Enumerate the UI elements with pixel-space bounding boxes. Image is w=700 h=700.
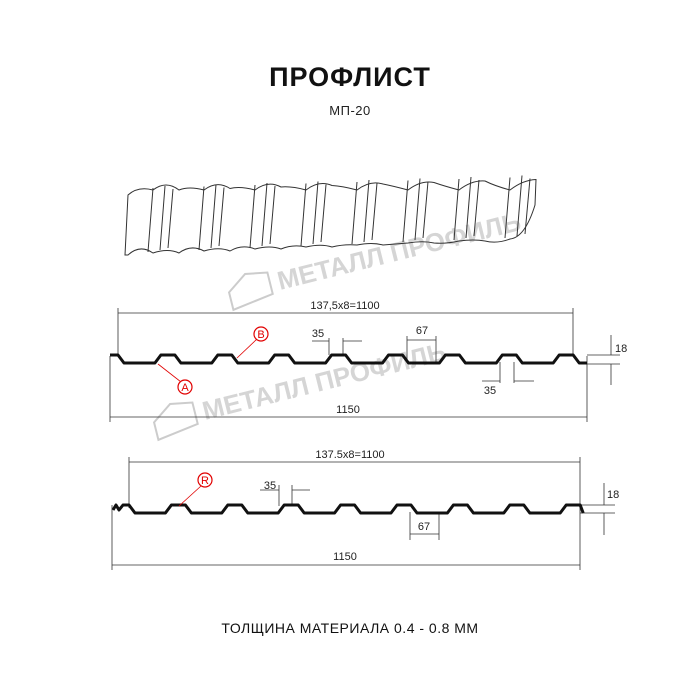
profile-a bbox=[109, 308, 620, 422]
sheet-rib-line bbox=[320, 184, 327, 243]
sheet-rib-line bbox=[363, 179, 370, 243]
marker-a-label: A bbox=[181, 382, 189, 394]
model-subtitle: МП-20 bbox=[329, 103, 371, 118]
watermark-1: МЕТАЛЛ ПРОФИЛЬ bbox=[227, 206, 524, 312]
marker-b-label: B bbox=[257, 329, 264, 341]
pitch-label: 137,5x8=1100 bbox=[310, 300, 379, 312]
top-width-label: 35 bbox=[264, 480, 276, 492]
watermark-logo-icon bbox=[227, 271, 274, 312]
sheet-rib-line bbox=[524, 178, 531, 235]
sheet-rib-line bbox=[147, 187, 154, 253]
watermark-logo-icon bbox=[152, 401, 199, 442]
sheet-rib-line bbox=[198, 186, 205, 251]
sheet-3d-view bbox=[124, 175, 537, 256]
top-width-label: 35 bbox=[312, 328, 324, 340]
sheet-rib-line bbox=[453, 178, 460, 241]
height-label: 18 bbox=[607, 489, 619, 501]
sheet-rib-line bbox=[261, 182, 268, 247]
sheet-rib-line bbox=[300, 183, 307, 247]
sheet-rib-line bbox=[269, 185, 276, 245]
total-width-label: 1150 bbox=[336, 404, 360, 416]
rib-width-label: 67 bbox=[418, 521, 430, 533]
sheet-rib-line bbox=[414, 178, 421, 241]
watermark-2: МЕТАЛЛ ПРОФИЛЬ bbox=[152, 336, 449, 442]
marker-r-label: R bbox=[201, 475, 209, 487]
sheet-rib-line bbox=[465, 176, 472, 239]
sheet-rib-line bbox=[312, 181, 319, 245]
sheet-rib-line bbox=[159, 185, 166, 251]
sheet-rib-line bbox=[504, 177, 511, 239]
sheet-rib-line bbox=[218, 187, 225, 247]
profile-r bbox=[111, 457, 615, 570]
marker-b: B bbox=[236, 326, 269, 359]
height-label: 18 bbox=[615, 343, 627, 355]
sheet-rib-line bbox=[473, 179, 480, 237]
sheet-rib-line bbox=[516, 175, 523, 237]
pitch-label: 137.5x8=1100 bbox=[315, 449, 384, 461]
sheet-rib-line bbox=[249, 184, 256, 249]
sheet-rib-line bbox=[210, 184, 217, 249]
marker-a: A bbox=[157, 363, 193, 395]
rib-width-label: 67 bbox=[416, 325, 428, 337]
marker-r: R bbox=[178, 472, 213, 507]
bottom-width-label: 35 bbox=[484, 385, 496, 397]
sheet-rib-line bbox=[422, 181, 429, 239]
total-width-label: 1150 bbox=[333, 551, 357, 563]
sheet-rib-line bbox=[402, 180, 409, 243]
sheet-outline bbox=[124, 178, 537, 256]
watermark-text: МЕТАЛЛ ПРОФИЛЬ bbox=[274, 206, 524, 296]
watermark-text: МЕТАЛЛ ПРОФИЛЬ bbox=[199, 336, 449, 426]
sheet-rib-line bbox=[371, 182, 378, 241]
sheet-rib-line bbox=[167, 188, 174, 249]
sheet-rib-line bbox=[351, 181, 358, 245]
material-thickness-note: ТОЛЩИНА МАТЕРИАЛА 0.4 - 0.8 ММ bbox=[221, 620, 479, 636]
page-title: ПРОФЛИСТ bbox=[269, 62, 431, 92]
